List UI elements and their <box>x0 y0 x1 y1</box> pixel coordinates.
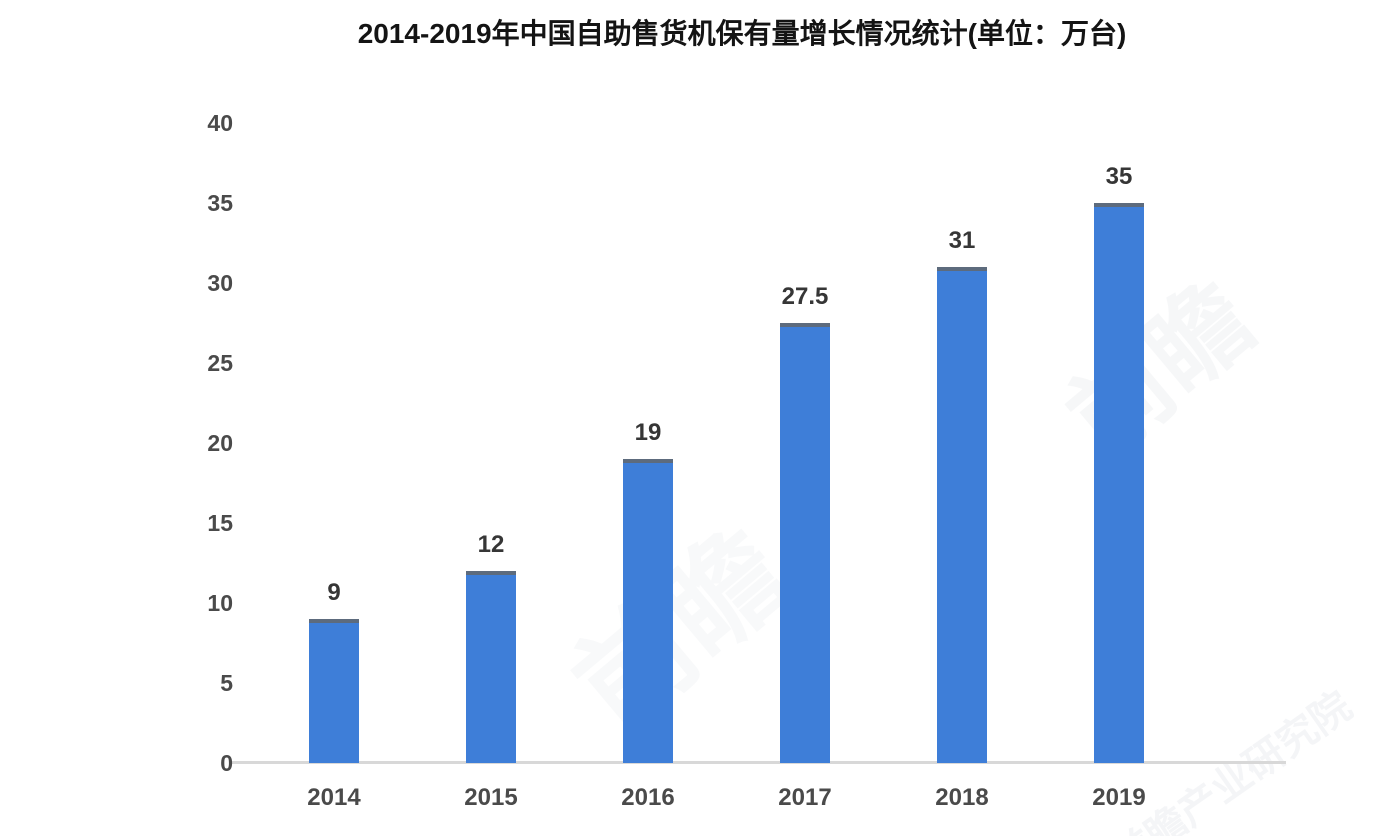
bar-2017 <box>780 323 830 763</box>
bar-value-label: 12 <box>477 531 505 558</box>
bar-2018 <box>937 267 987 763</box>
bar-2014 <box>309 619 359 763</box>
x-axis-tick-label: 2017 <box>778 784 832 811</box>
y-axis-tick-label: 40 <box>207 110 233 136</box>
bar-2015 <box>466 571 516 763</box>
y-axis-tick-label: 10 <box>207 590 233 616</box>
bar-value-label: 35 <box>1105 163 1133 190</box>
watermark: 前瞻 <box>552 507 811 754</box>
watermark: 前瞻 <box>1048 262 1274 477</box>
x-axis-tick-label: 2019 <box>1092 784 1146 811</box>
x-axis-line <box>232 761 1286 764</box>
y-axis-tick-label: 0 <box>220 750 233 776</box>
bar-value-label: 19 <box>634 419 662 446</box>
x-axis-tick-label: 2015 <box>464 784 518 811</box>
x-axis-tick-label: 2018 <box>935 784 989 811</box>
bar-value-label: 31 <box>948 227 976 254</box>
y-axis-tick-label: 30 <box>207 270 233 296</box>
x-axis-tick-label: 2016 <box>621 784 675 811</box>
bar-2019 <box>1094 203 1144 763</box>
y-axis-tick-label: 15 <box>207 510 233 536</box>
y-axis-tick-label: 20 <box>207 430 233 456</box>
bar-value-label: 9 <box>327 579 341 606</box>
y-axis-tick-label: 35 <box>207 190 233 216</box>
chart-title: 2014-2019年中国自助售货机保有量增长情况统计(单位：万台) <box>357 18 1127 49</box>
x-axis-tick-label: 2014 <box>307 784 361 811</box>
bar-2016 <box>623 459 673 763</box>
y-axis-tick-label: 5 <box>220 670 233 696</box>
bar-value-label: 27.5 <box>781 283 829 310</box>
y-axis-tick-label: 25 <box>207 350 233 376</box>
